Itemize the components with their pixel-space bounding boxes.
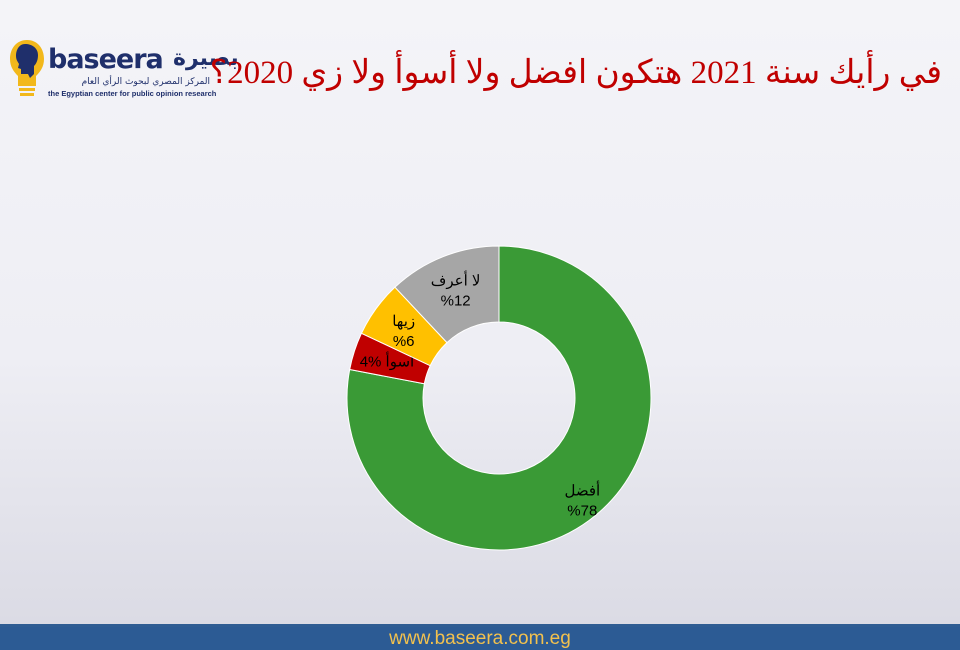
logo-subtitle-english: the Egyptian center for public opinion r… bbox=[48, 89, 217, 98]
slice-label-group-3: زيها %6 bbox=[392, 313, 415, 350]
logo-latin-text: baseera bbox=[48, 44, 164, 75]
slice-value-4: %12 bbox=[441, 292, 471, 309]
logo-arabic-text: بصيرة bbox=[173, 46, 239, 71]
slice-value-3: %6 bbox=[393, 333, 415, 350]
slice-label-group-2: أسوأ %4 bbox=[360, 352, 415, 371]
donut-chart: أفضل %78 أسوأ %4 زيها %6 لا أعرف %12 bbox=[346, 245, 652, 551]
slice-label-group-1: أفضل %78 bbox=[564, 481, 600, 520]
page-title: في رأيك سنة 2021 هتكون افضل ولا أسوأ ولا… bbox=[209, 55, 942, 91]
head-bulb-icon bbox=[10, 40, 44, 96]
footer-divider bbox=[0, 624, 960, 627]
footer-bar: www.baseera.com.eg bbox=[0, 627, 960, 650]
donut-slice-1 bbox=[346, 245, 652, 551]
footer-url: www.baseera.com.eg bbox=[389, 628, 571, 649]
slice-label-2: أسوأ %4 bbox=[360, 352, 415, 371]
baseera-logo: baseera بصيرة المركز المصري لبحوث الرأي … bbox=[8, 38, 239, 100]
slice-label-1: أفضل bbox=[564, 481, 600, 500]
donut-slice-4 bbox=[394, 245, 500, 344]
slice-label-4: لا أعرف bbox=[431, 270, 481, 289]
slice-value-1: %78 bbox=[567, 503, 597, 520]
slice-label-group-4: لا أعرف %12 bbox=[431, 270, 481, 309]
slice-label-3: زيها bbox=[392, 313, 415, 330]
logo-subtitle-arabic: المركز المصري لبحوث الرأي العام bbox=[81, 77, 210, 87]
